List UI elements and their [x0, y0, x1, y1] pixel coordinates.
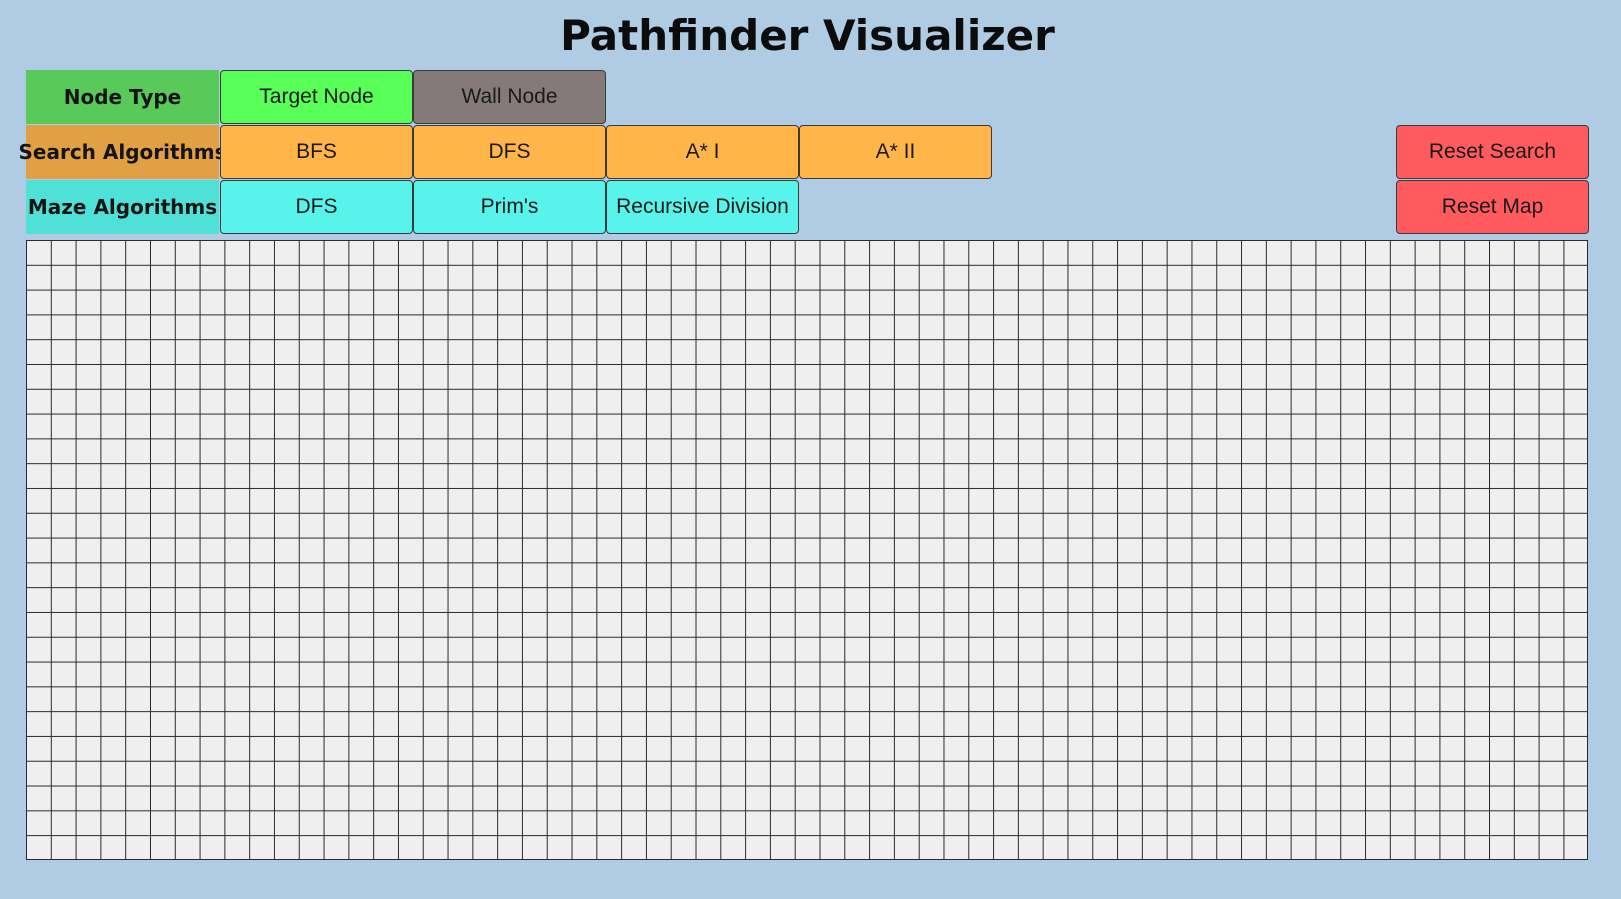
- node-type-label: Node Type: [26, 70, 219, 124]
- maze-recursive-division-button[interactable]: Recursive Division: [606, 180, 799, 234]
- reset-map-button[interactable]: Reset Map: [1396, 180, 1589, 234]
- search-bfs-button[interactable]: BFS: [220, 125, 413, 179]
- maze-prims-button[interactable]: Prim's: [413, 180, 606, 234]
- wall-node-button[interactable]: Wall Node: [413, 70, 606, 124]
- search-algorithms-label: Search Algorithms: [18, 125, 227, 179]
- search-astar-2-button[interactable]: A* II: [799, 125, 992, 179]
- maze-algorithms-label: Maze Algorithms: [26, 180, 219, 234]
- reset-search-button[interactable]: Reset Search: [1396, 125, 1589, 179]
- search-dfs-button[interactable]: DFS: [413, 125, 606, 179]
- page-title: Pathfinder Visualizer: [560, 11, 1055, 60]
- target-node-button[interactable]: Target Node: [220, 70, 413, 124]
- search-astar-1-button[interactable]: A* I: [606, 125, 799, 179]
- pathfinding-grid[interactable]: [26, 240, 1588, 860]
- maze-dfs-button[interactable]: DFS: [220, 180, 413, 234]
